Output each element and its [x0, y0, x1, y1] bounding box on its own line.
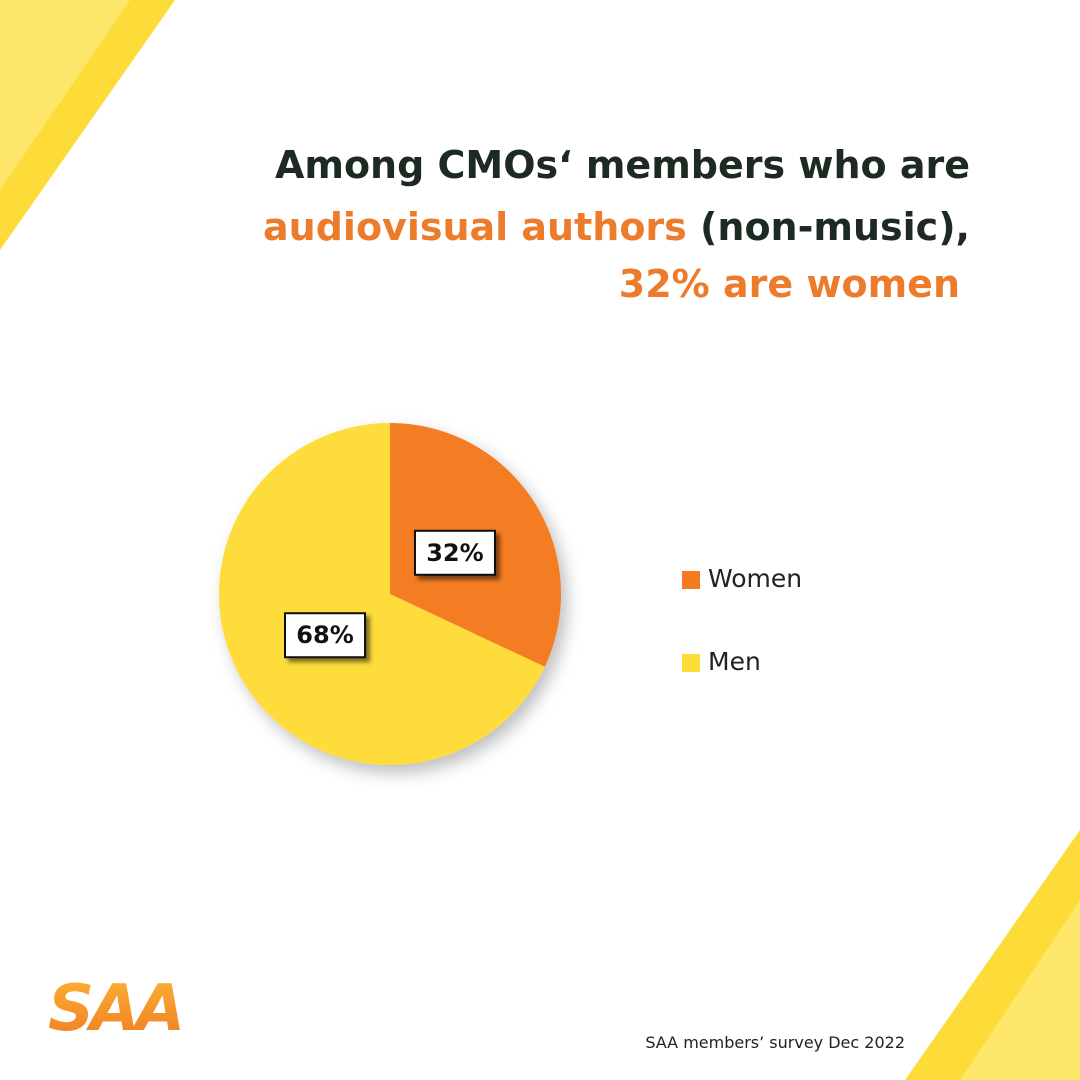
legend-swatch — [682, 571, 700, 589]
legend-label: Men — [708, 647, 761, 676]
corner-decoration — [0, 0, 130, 190]
value-label: 32% — [426, 539, 483, 567]
legend: Women Men — [682, 564, 802, 676]
pie-slice — [218, 423, 545, 765]
chart-title: audiovisual authors (non-music), — [263, 205, 970, 249]
title-highlight: audiovisual authors — [263, 205, 687, 249]
corner-decoration — [960, 900, 1080, 1080]
value-label-box — [413, 529, 496, 576]
title-line: Among CMOs‘ members who are — [275, 143, 970, 187]
value-label: 68% — [296, 621, 353, 649]
value-labels: 32% 68% — [284, 529, 496, 659]
chart-title: Among CMOs‘ members who are — [275, 143, 970, 187]
pie — [218, 423, 561, 765]
title-highlight: 32% are women — [619, 262, 960, 306]
legend-swatch — [682, 654, 700, 672]
legend-label: Women — [708, 564, 802, 593]
source: SAA members’ survey Dec 2022 — [645, 1033, 905, 1052]
title-line: (non-music), — [687, 205, 970, 249]
value-label-box — [284, 612, 367, 659]
chart-title: 32% are women — [619, 262, 960, 306]
logo: SAA — [48, 972, 181, 1046]
